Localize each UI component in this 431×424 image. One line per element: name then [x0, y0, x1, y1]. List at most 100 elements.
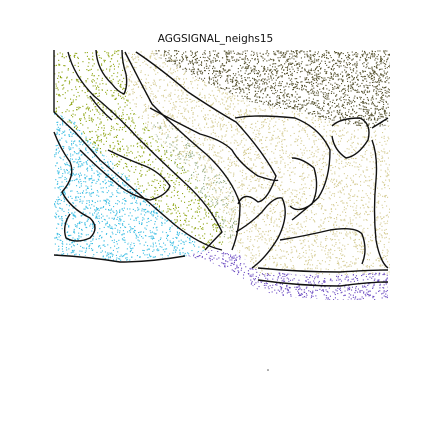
data-point [338, 66, 340, 68]
data-point [369, 71, 371, 73]
data-point [274, 68, 276, 70]
data-point [281, 132, 283, 134]
data-point [290, 112, 292, 114]
data-point [132, 88, 134, 90]
data-point [240, 121, 242, 123]
data-point [306, 99, 308, 101]
data-point [151, 70, 153, 72]
data-point [285, 61, 287, 63]
data-point [349, 57, 351, 59]
data-point [341, 125, 343, 127]
data-point [332, 75, 334, 77]
data-point [351, 79, 353, 81]
data-point [381, 58, 383, 60]
data-point [364, 51, 366, 53]
data-point [257, 86, 259, 88]
data-point [136, 268, 138, 270]
data-point [218, 58, 220, 60]
data-point [256, 102, 258, 104]
data-point [287, 96, 289, 98]
data-point [202, 79, 204, 81]
data-point [378, 109, 380, 111]
data-point [167, 60, 169, 62]
data-point [298, 63, 300, 65]
data-point [216, 59, 218, 61]
data-point [221, 264, 223, 266]
data-point [320, 219, 322, 221]
data-point [355, 66, 357, 68]
data-point [365, 63, 367, 65]
data-point [200, 125, 202, 127]
data-point [355, 55, 357, 57]
data-point [322, 95, 324, 97]
data-point [279, 130, 281, 132]
data-point [265, 81, 267, 83]
data-point [244, 57, 246, 59]
data-point [360, 114, 362, 116]
data-point [254, 58, 256, 60]
data-point [383, 50, 385, 52]
data-point [188, 109, 190, 111]
data-point [288, 86, 290, 88]
data-point [313, 131, 315, 133]
data-point [161, 100, 163, 102]
data-point [264, 90, 266, 92]
data-point [205, 65, 207, 67]
data-point [389, 125, 390, 127]
data-point [303, 115, 305, 117]
data-point [187, 132, 189, 134]
data-point [380, 58, 382, 60]
data-point [324, 79, 326, 81]
data-point [303, 191, 305, 193]
data-point [292, 113, 294, 115]
data-point [304, 110, 306, 112]
data-point [160, 207, 162, 209]
data-point [318, 106, 320, 108]
data-point [222, 71, 224, 73]
data-point [168, 89, 170, 91]
data-point [294, 141, 296, 143]
data-point [187, 110, 189, 112]
data-point [222, 88, 224, 90]
data-point [206, 127, 208, 128]
data-point [184, 89, 186, 91]
data-point [161, 86, 163, 88]
data-point [282, 229, 284, 231]
data-point [249, 231, 251, 233]
data-point [355, 88, 357, 90]
data-point [209, 265, 211, 267]
data-point [246, 58, 248, 60]
data-point [304, 79, 306, 81]
data-point [228, 60, 230, 62]
data-point [159, 83, 161, 85]
data-point [388, 114, 390, 116]
data-point [337, 53, 339, 55]
data-point [241, 180, 243, 182]
data-point [185, 80, 187, 82]
data-point [234, 62, 236, 64]
data-point [256, 52, 258, 54]
data-point [213, 70, 215, 72]
data-point [307, 74, 309, 76]
data-point [241, 92, 243, 94]
data-point [326, 57, 328, 59]
data-point [178, 113, 180, 115]
data-point [299, 52, 301, 54]
data-point [130, 80, 132, 82]
data-point [260, 84, 262, 86]
data-point [337, 52, 339, 54]
data-point [351, 84, 353, 86]
data-point [244, 110, 246, 112]
data-point [321, 75, 323, 77]
data-point [213, 116, 215, 118]
data-point [224, 50, 226, 52]
data-point [385, 73, 387, 75]
data-point [293, 101, 295, 103]
data-point [342, 269, 344, 271]
data-point [277, 130, 278, 131]
data-point [164, 181, 166, 183]
data-point [327, 58, 329, 60]
data-point [261, 65, 263, 67]
data-point [291, 53, 293, 55]
data-point [348, 109, 350, 111]
